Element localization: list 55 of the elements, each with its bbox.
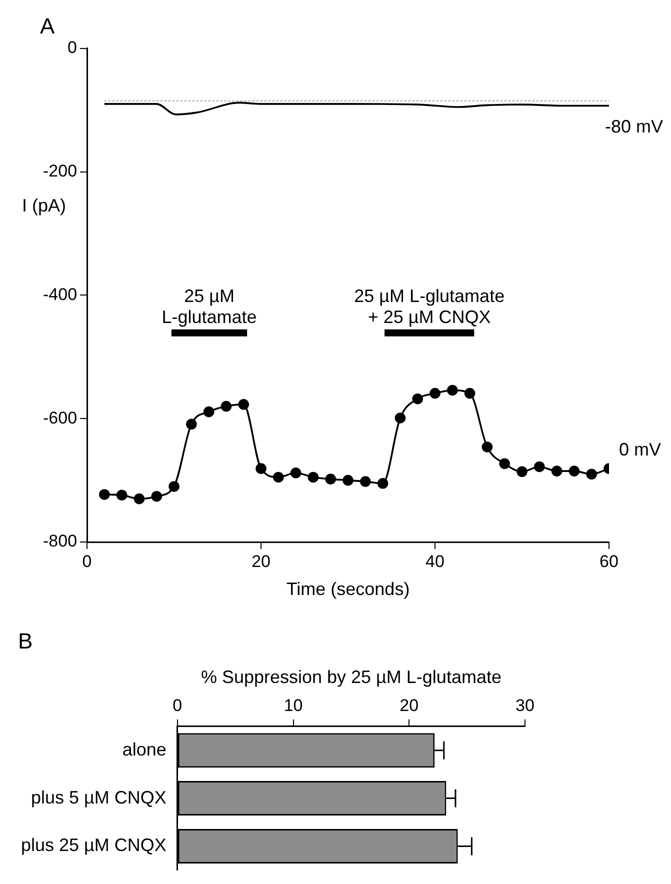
chart-title: A <box>40 13 55 38</box>
y-tick-label: -800 <box>42 532 78 551</box>
x-tick-label: 40 <box>426 552 444 571</box>
point <box>516 466 528 478</box>
point <box>551 466 562 476</box>
point <box>220 400 232 412</box>
y-axis-title: I (pA) <box>22 195 66 216</box>
point <box>325 474 336 484</box>
x-tick-label: 20 <box>252 552 270 571</box>
annotation: 25 µM L-glutamate <box>162 286 257 327</box>
point <box>203 406 214 418</box>
y-tick-label: alone <box>122 739 166 760</box>
point <box>377 478 388 489</box>
point <box>342 474 354 486</box>
point <box>308 472 319 483</box>
point <box>534 461 545 472</box>
point <box>99 489 110 500</box>
y-tick-label: plus 5 µM CNQX <box>31 787 166 808</box>
point <box>499 458 510 470</box>
annotation: 25 µM L-glutamate + 25 µM CNQX <box>354 286 505 327</box>
point <box>464 388 476 399</box>
point <box>586 468 597 480</box>
point <box>168 481 180 492</box>
series-label: -80 mV <box>604 116 663 137</box>
x-axis-title: % Suppression by 25 µM L-glutamate <box>200 667 502 688</box>
line-series <box>104 102 609 116</box>
point <box>116 490 128 501</box>
point <box>273 472 284 483</box>
y-tick-label: plus 25 µM CNQX <box>20 835 166 856</box>
point <box>394 412 406 424</box>
y-tick-label: -200 <box>42 161 78 180</box>
series-label: 0 mV <box>619 440 662 460</box>
point <box>238 399 250 410</box>
x-tick-label: 60 <box>600 552 618 571</box>
x-tick-label: 10 <box>284 696 303 715</box>
y-tick-label: -400 <box>42 284 78 304</box>
x-tick-label: 30 <box>516 696 534 715</box>
point <box>186 418 197 430</box>
y-tick-label: 0 <box>68 38 78 58</box>
x-tick-label: 20 <box>400 696 419 715</box>
point <box>256 463 266 474</box>
x-tick-label: 0 <box>172 696 182 715</box>
x-tick-label: 0 <box>82 552 92 571</box>
point <box>482 442 493 452</box>
point <box>568 466 580 476</box>
point <box>447 384 458 396</box>
point <box>360 476 371 487</box>
point <box>151 490 162 502</box>
x-axis-title: Time (seconds) <box>286 579 410 600</box>
point <box>290 467 302 478</box>
point <box>134 493 145 504</box>
point <box>430 388 440 399</box>
chart-title: B <box>18 628 33 654</box>
point <box>412 393 424 404</box>
y-tick-label: -600 <box>42 408 78 428</box>
